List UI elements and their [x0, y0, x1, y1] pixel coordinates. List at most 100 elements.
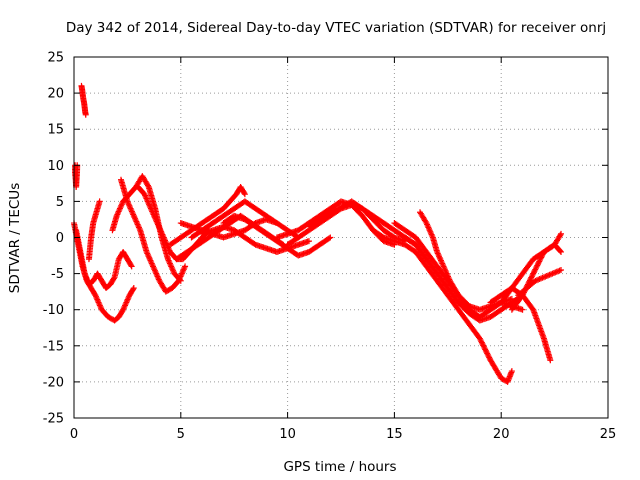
x-tick-labels: 0 5 10 15 20 25: [70, 427, 616, 442]
plot-data: [71, 82, 565, 385]
series-arc-e: [85, 198, 103, 263]
data-point: [182, 263, 189, 270]
data-point: [530, 269, 537, 276]
series-arc-b: [78, 82, 89, 118]
y-axis-label: SDTVAR / TECUs: [7, 183, 23, 293]
data-point: [327, 209, 334, 216]
data-point: [539, 251, 546, 258]
data-point: [558, 248, 565, 255]
data-point: [328, 208, 335, 215]
series-arc-g: [117, 176, 189, 295]
data-point: [482, 346, 489, 353]
x-axis-label: GPS time / hours: [283, 459, 396, 475]
data-point: [144, 182, 151, 189]
data-point: [128, 263, 135, 270]
data-point: [476, 335, 483, 342]
data-point: [481, 345, 488, 352]
data-point: [532, 266, 539, 273]
data-point: [119, 307, 126, 314]
data-point: [538, 254, 545, 261]
data-point: [130, 286, 137, 293]
data-point: [332, 206, 339, 213]
y-tick-label: -20: [43, 375, 64, 390]
y-tick-label: 5: [56, 195, 64, 210]
series-arc-d: [73, 227, 135, 292]
data-point: [535, 259, 542, 266]
y-tick-label: -15: [43, 339, 64, 354]
data-point: [528, 274, 535, 281]
data-point: [519, 306, 526, 313]
data-point: [534, 262, 541, 269]
series-arc-n: [220, 212, 334, 259]
data-point: [557, 232, 564, 239]
data-point: [91, 291, 98, 298]
data-point: [326, 235, 333, 242]
data-point: [336, 204, 343, 211]
series-arc-y: [515, 266, 565, 299]
data-point: [241, 189, 248, 196]
data-point: [527, 276, 534, 283]
data-point: [547, 357, 554, 364]
data-point: [530, 270, 537, 277]
y-tick-label: 25: [47, 51, 64, 66]
series-arc-t: [402, 234, 526, 324]
data-point: [484, 350, 491, 357]
x-tick-label: 10: [279, 427, 296, 442]
y-tick-label: 0: [56, 231, 64, 246]
data-point: [531, 267, 538, 274]
data-point: [305, 238, 312, 245]
data-point: [130, 285, 137, 292]
data-point: [327, 234, 334, 241]
data-point: [485, 353, 492, 360]
data-point: [329, 207, 336, 214]
data-point: [534, 261, 541, 268]
data-point: [538, 253, 545, 260]
data-point: [536, 257, 543, 264]
data-point: [533, 263, 540, 270]
axis-ticks: [73, 56, 609, 419]
data-point: [532, 265, 539, 272]
data-point: [528, 273, 535, 280]
grid-lines: [74, 57, 608, 418]
data-point: [331, 207, 338, 214]
data-point: [110, 275, 117, 282]
data-point: [127, 262, 134, 269]
series-arc-q: [305, 198, 419, 248]
data-point: [536, 258, 543, 265]
y-tick-label: -5: [51, 267, 64, 282]
data-point: [558, 266, 565, 273]
x-tick-label: 15: [386, 427, 403, 442]
data-point: [82, 111, 89, 118]
series-arc-l: [188, 198, 302, 241]
y-tick-label: -25: [43, 412, 64, 427]
data-point: [537, 255, 544, 262]
data-point: [477, 336, 484, 343]
y-tick-label: 15: [47, 123, 64, 138]
data-point: [478, 338, 485, 345]
x-tick-label: 0: [70, 427, 78, 442]
series-arc-a: [72, 162, 81, 190]
chart-title: Day 342 of 2014, Sidereal Day-to-day VTE…: [66, 20, 606, 36]
y-tick-label: 10: [47, 159, 64, 174]
series-arc-f: [109, 173, 184, 284]
y-tick-label: 20: [47, 87, 64, 102]
data-point: [335, 205, 342, 212]
data-point: [482, 347, 489, 354]
data-point: [480, 342, 487, 349]
data-point: [486, 354, 493, 361]
data-point: [508, 368, 515, 375]
data-point: [480, 343, 487, 350]
x-tick-label: 20: [493, 427, 510, 442]
series-arc-r: [370, 227, 515, 385]
data-point: [333, 206, 340, 213]
data-point: [529, 271, 536, 278]
data-point: [478, 339, 485, 346]
series-arc-i: [167, 183, 248, 248]
y-tick-labels: -25 -20 -15 -10 -5 0 5 10 15 20 25: [43, 51, 64, 427]
series-arc-u: [417, 209, 526, 320]
data-point: [558, 230, 565, 237]
data-point: [241, 191, 248, 198]
y-tick-label: -10: [43, 303, 64, 318]
x-tick-label: 5: [177, 427, 185, 442]
